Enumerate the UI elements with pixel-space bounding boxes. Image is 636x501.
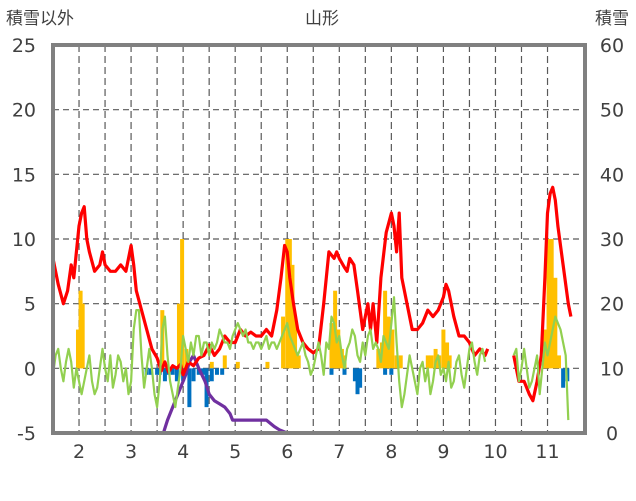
bar <box>162 368 167 382</box>
right-tick-label: 60 <box>600 35 624 57</box>
bar <box>209 368 214 382</box>
bar <box>170 368 175 375</box>
x-tick-label: 11 <box>535 441 559 463</box>
bar <box>561 368 566 388</box>
bar <box>553 277 558 369</box>
bar <box>214 368 219 375</box>
bar <box>329 323 334 369</box>
bar <box>184 348 189 369</box>
bar <box>78 290 83 369</box>
x-tick-label: 10 <box>483 441 507 463</box>
left-tick-label: 15 <box>12 164 36 186</box>
right-tick-label: 50 <box>600 100 624 122</box>
x-tick-label: 6 <box>281 441 293 463</box>
right-axis-ticks: 60 50 40 30 20 10 0 <box>600 35 624 445</box>
bar <box>389 368 394 375</box>
series-line <box>512 185 573 403</box>
right-tick-label: 20 <box>600 294 624 316</box>
bar <box>390 329 395 369</box>
bar <box>546 239 551 369</box>
right-tick-label: 30 <box>600 229 624 251</box>
bar <box>148 368 153 375</box>
bar <box>376 348 381 369</box>
left-axis-ticks: 25 20 15 10 5 0 -5 <box>12 35 36 445</box>
bar <box>209 361 214 369</box>
bar <box>383 290 388 369</box>
x-tick-label: 4 <box>177 441 189 463</box>
right-tick-label: 40 <box>600 164 624 186</box>
bar <box>429 355 434 369</box>
bar <box>222 355 227 369</box>
left-tick-label: 10 <box>12 229 36 251</box>
bar <box>336 329 341 369</box>
x-tick-label: 3 <box>125 441 137 463</box>
bar <box>398 355 403 369</box>
bar <box>285 239 290 369</box>
bar <box>176 303 181 369</box>
x-axis-ticks: 2 3 4 5 6 7 8 9 10 11 <box>73 441 560 463</box>
bar <box>281 316 286 369</box>
left-tick-label: 5 <box>24 294 36 316</box>
bar <box>235 361 240 369</box>
left-tick-label: -5 <box>17 423 36 445</box>
bar <box>355 368 360 395</box>
x-tick-label: 2 <box>73 441 85 463</box>
bar <box>191 368 196 382</box>
series-line <box>53 353 585 435</box>
series-line <box>51 205 490 377</box>
bar <box>433 348 438 369</box>
bar <box>180 239 185 369</box>
series-line <box>512 315 570 421</box>
bar <box>220 368 225 375</box>
bar <box>445 342 450 369</box>
x-tick-label: 5 <box>229 441 241 463</box>
bar <box>425 355 430 369</box>
bar <box>352 368 357 382</box>
left-tick-label: 25 <box>12 35 36 57</box>
bar <box>75 329 80 369</box>
left-axis-label: 積雪以外 <box>6 9 74 29</box>
bar <box>342 368 347 375</box>
bar <box>265 361 270 369</box>
x-tick-label: 7 <box>333 441 345 463</box>
series-line <box>51 296 487 409</box>
bar <box>394 355 399 369</box>
bar <box>383 368 388 375</box>
bar <box>329 368 334 375</box>
right-tick-label: 0 <box>606 423 618 445</box>
bar <box>290 264 295 369</box>
x-tick-label: 9 <box>437 441 449 463</box>
left-tick-label: 0 <box>24 358 36 380</box>
bar <box>187 368 192 408</box>
left-tick-label: 20 <box>12 100 36 122</box>
bar <box>200 368 205 375</box>
line-series <box>51 185 585 435</box>
bar <box>80 303 85 369</box>
bar <box>174 368 179 382</box>
right-tick-label: 10 <box>600 358 624 380</box>
right-axis-label: 積雪 <box>595 9 629 29</box>
x-tick-label: 8 <box>385 441 397 463</box>
bar <box>441 329 446 369</box>
bar <box>155 368 160 375</box>
bar <box>296 355 301 369</box>
chart-title: 山形 <box>305 9 339 29</box>
bar <box>293 316 298 369</box>
bar <box>556 355 561 369</box>
bar <box>549 239 554 369</box>
bar <box>358 368 363 388</box>
plot-frame <box>51 43 587 435</box>
bar <box>287 239 292 369</box>
